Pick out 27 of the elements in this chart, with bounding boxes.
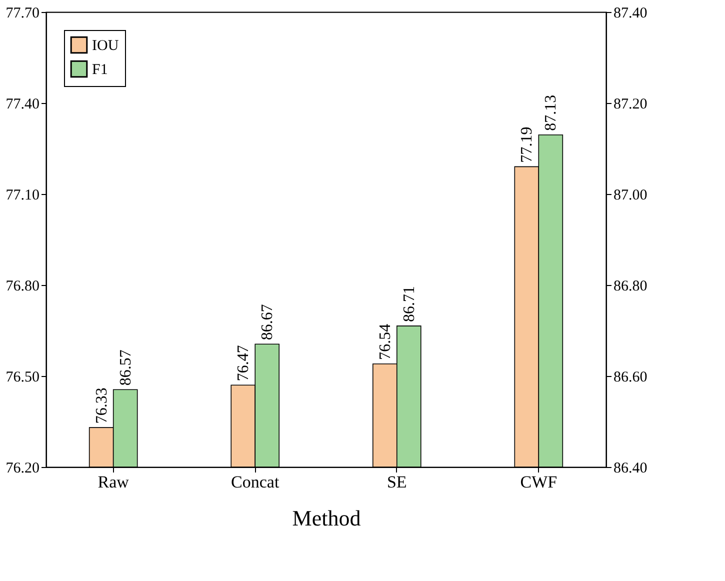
y-tick-label: 77.10 <box>6 188 40 204</box>
legend-label: IOU <box>92 38 119 54</box>
y-tick-label: 76.20 <box>6 460 40 476</box>
y2-tick-label: 87.00 <box>614 188 648 204</box>
y2-tick-label: 87.40 <box>614 6 648 22</box>
y-tick-label: 77.70 <box>6 6 40 22</box>
x-tick-label: Raw <box>98 472 130 492</box>
data-label: 86.57 <box>117 350 134 386</box>
legend-label: F1 <box>92 62 108 78</box>
y2-tick-label: 87.20 <box>614 96 648 112</box>
data-label: 86.71 <box>400 286 418 322</box>
data-label: 87.13 <box>542 94 560 131</box>
y-tick-label: 77.40 <box>6 96 40 112</box>
x-tick-label: Concat <box>231 472 280 492</box>
x-tick-label: SE <box>386 472 407 492</box>
data-label: 86.67 <box>259 304 276 340</box>
x-axis-title: Method <box>292 506 361 530</box>
y-tick-label: 76.50 <box>6 370 40 386</box>
y2-tick-label: 86.40 <box>614 460 648 476</box>
y2-tick-label: 86.60 <box>614 370 648 386</box>
data-label: 76.54 <box>376 324 394 360</box>
x-tick-label: CWF <box>520 472 558 492</box>
data-label: 76.33 <box>93 388 110 424</box>
data-label: 76.47 <box>235 345 252 382</box>
data-label: 77.19 <box>518 126 536 163</box>
y-tick-label: 76.80 <box>6 278 40 294</box>
y2-tick-label: 86.80 <box>614 278 648 294</box>
